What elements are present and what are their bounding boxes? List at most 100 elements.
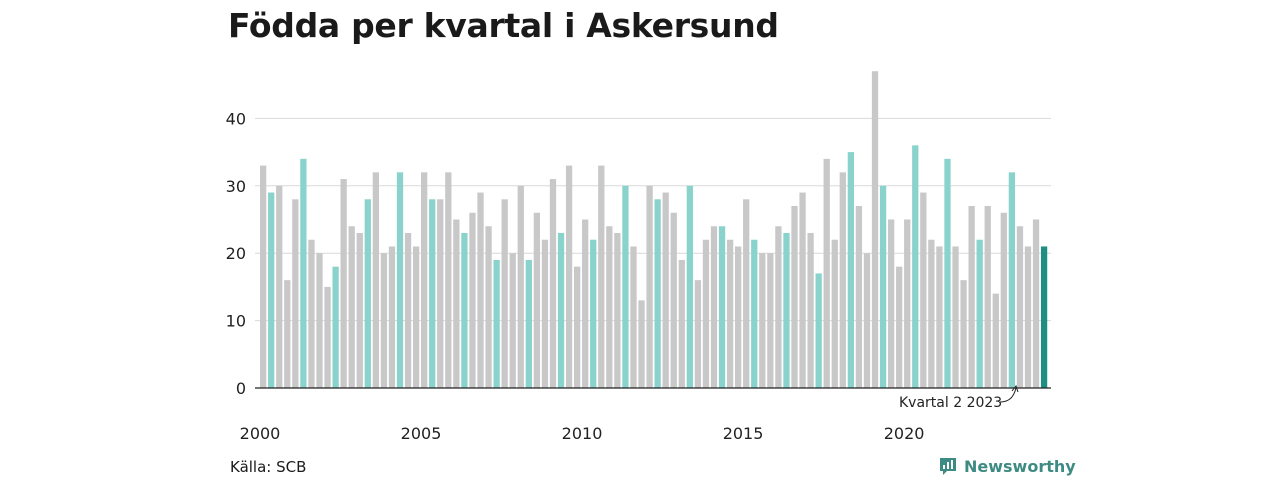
bar bbox=[461, 232, 468, 388]
bar-current-quarter bbox=[1040, 246, 1048, 388]
bar bbox=[678, 259, 685, 388]
bar bbox=[340, 179, 347, 388]
x-tick-label: 2005 bbox=[401, 424, 442, 443]
bar bbox=[855, 206, 863, 388]
brand-name: Newsworthy bbox=[964, 456, 1076, 476]
x-tick-label: 2015 bbox=[723, 424, 764, 443]
bar bbox=[598, 165, 605, 388]
bar bbox=[453, 219, 460, 388]
bar bbox=[920, 192, 927, 388]
bar bbox=[372, 172, 379, 388]
bar bbox=[984, 206, 991, 388]
bar bbox=[726, 239, 734, 388]
bar bbox=[324, 286, 331, 388]
bar bbox=[622, 185, 629, 388]
bar bbox=[445, 172, 452, 388]
bar bbox=[525, 259, 532, 388]
bar bbox=[831, 239, 838, 388]
bar bbox=[582, 219, 589, 388]
bar bbox=[549, 179, 557, 388]
bar bbox=[404, 232, 412, 388]
bar bbox=[638, 300, 645, 388]
bar bbox=[364, 199, 371, 388]
bar bbox=[896, 266, 903, 388]
bar bbox=[783, 232, 790, 388]
bar bbox=[590, 239, 597, 388]
bar bbox=[606, 226, 613, 388]
y-tick-label: 0 bbox=[236, 379, 246, 398]
bar bbox=[557, 232, 565, 388]
bar bbox=[662, 192, 669, 388]
x-axis-ticks: 2000 2005 2010 2015 2020 bbox=[240, 424, 925, 443]
bar bbox=[847, 152, 854, 388]
bar bbox=[477, 192, 484, 388]
bar bbox=[573, 266, 581, 388]
chart-title: Födda per kvartal i Askersund bbox=[228, 6, 779, 45]
bar bbox=[332, 266, 339, 388]
bar bbox=[968, 206, 975, 388]
bar bbox=[316, 253, 323, 388]
bar bbox=[775, 226, 782, 388]
bar bbox=[1016, 226, 1024, 388]
bar bbox=[879, 185, 887, 388]
bar bbox=[412, 246, 420, 388]
bar bbox=[735, 246, 742, 388]
bar bbox=[823, 158, 830, 388]
y-axis-ticks: 0 10 20 30 40 bbox=[226, 109, 246, 398]
bar bbox=[614, 232, 621, 388]
bar bbox=[388, 246, 396, 388]
bar bbox=[928, 239, 935, 388]
bar bbox=[936, 246, 943, 388]
bar bbox=[976, 239, 983, 388]
bar bbox=[533, 212, 541, 388]
bar bbox=[421, 172, 428, 388]
bar bbox=[1024, 246, 1032, 388]
x-tick-label: 2010 bbox=[562, 424, 603, 443]
bar bbox=[396, 172, 404, 388]
x-tick-label: 2020 bbox=[884, 424, 925, 443]
source-note: Källa: SCB bbox=[230, 458, 307, 476]
bar bbox=[751, 239, 758, 388]
bar bbox=[960, 280, 967, 388]
bar bbox=[815, 273, 822, 388]
bar bbox=[904, 219, 911, 388]
bar bbox=[670, 212, 677, 388]
bar bbox=[759, 253, 766, 388]
bar bbox=[839, 172, 846, 388]
bar bbox=[1032, 219, 1040, 388]
y-tick-label: 40 bbox=[226, 109, 246, 128]
bar bbox=[799, 192, 806, 388]
bars bbox=[260, 71, 1048, 388]
bar bbox=[718, 226, 726, 388]
bar bbox=[509, 253, 516, 388]
y-tick-label: 10 bbox=[226, 312, 246, 331]
brand-logo: Newsworthy bbox=[938, 456, 1076, 476]
bar bbox=[493, 259, 500, 388]
bar bbox=[694, 280, 702, 388]
annotation-arrow bbox=[999, 387, 1017, 403]
bar bbox=[308, 239, 315, 388]
bar bbox=[863, 253, 871, 388]
bar bbox=[541, 239, 549, 388]
bar bbox=[300, 158, 307, 388]
bar bbox=[485, 226, 492, 388]
bar bbox=[429, 199, 436, 388]
bar bbox=[1008, 172, 1016, 388]
bar bbox=[260, 165, 267, 388]
bar bbox=[356, 232, 363, 388]
annotation-label: Kvartal 2 2023 bbox=[899, 395, 1002, 411]
bar bbox=[710, 226, 718, 388]
bar bbox=[887, 219, 895, 388]
bar bbox=[686, 185, 693, 388]
bar bbox=[912, 145, 919, 388]
bar bbox=[646, 185, 653, 388]
bar bbox=[992, 293, 999, 388]
bar bbox=[630, 246, 637, 388]
bar bbox=[284, 280, 291, 388]
bar bbox=[871, 71, 879, 388]
bar bbox=[501, 199, 508, 388]
y-tick-label: 20 bbox=[226, 244, 246, 263]
bar bbox=[348, 226, 355, 388]
bar bbox=[1000, 212, 1007, 388]
